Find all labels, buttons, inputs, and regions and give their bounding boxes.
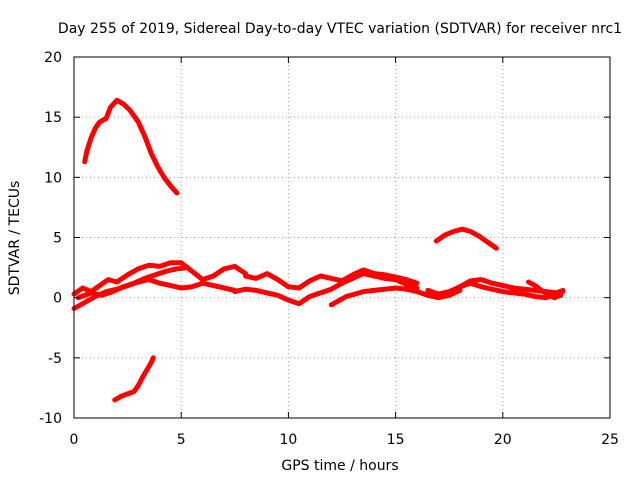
- x-tick-label: 25: [601, 432, 619, 448]
- series-band-6: [328, 285, 463, 308]
- y-tick-label: 15: [44, 110, 62, 126]
- series-band-1: [71, 260, 248, 297]
- series-band-5: [232, 271, 420, 307]
- y-tick-label: -10: [39, 411, 62, 427]
- x-tick-label: 0: [70, 432, 79, 448]
- x-tick-label: 20: [494, 432, 512, 448]
- y-tick-label: 0: [53, 291, 62, 307]
- x-tick-label: 15: [387, 432, 405, 448]
- y-axis-title: SDTVAR / TECUs: [7, 181, 23, 296]
- series-arc-high: [82, 97, 180, 196]
- x-tick-label: 10: [279, 432, 297, 448]
- series-arc-late: [433, 226, 499, 251]
- series-band-3: [75, 265, 191, 301]
- y-tick-label: 10: [44, 170, 62, 186]
- chart-title: Day 255 of 2019, Sidereal Day-to-day VTE…: [58, 21, 622, 37]
- series-group: [71, 97, 566, 403]
- y-tick-label: 5: [53, 231, 62, 247]
- x-axis-title: GPS time / hours: [281, 458, 398, 474]
- y-tick-label: 20: [44, 50, 62, 66]
- series-band-9: [526, 279, 564, 301]
- series-band-4: [243, 267, 420, 291]
- ticks: 0 5 10 15 20 25 -10 -5 0 5 10 15 20: [39, 50, 619, 448]
- series-arc-low: [112, 355, 156, 403]
- y-tick-label: -5: [48, 351, 62, 367]
- grid: [74, 57, 610, 418]
- x-tick-label: 5: [177, 432, 186, 448]
